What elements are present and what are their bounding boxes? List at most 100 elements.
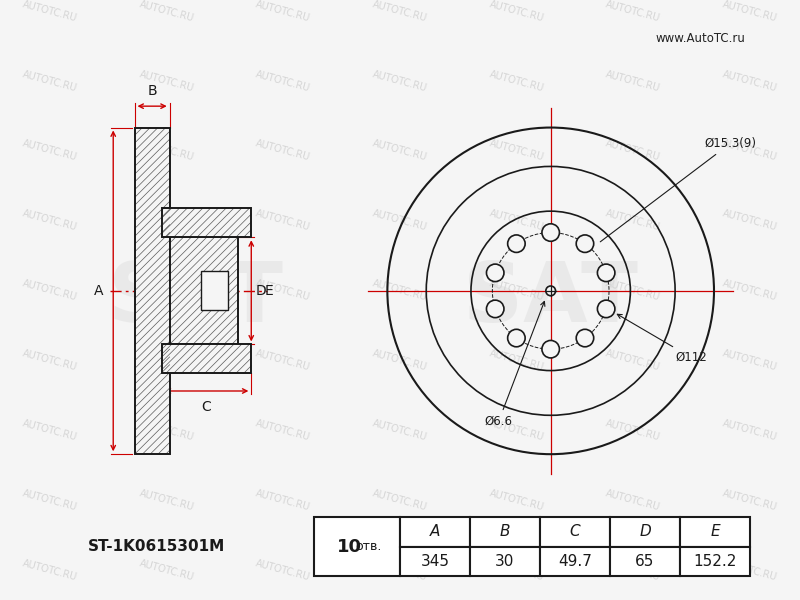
Bar [610,517,680,547]
Bar [170,238,238,344]
Text: D: D [255,284,266,298]
Text: AUTOTC.RU: AUTOTC.RU [722,139,778,163]
Circle shape [508,329,525,347]
Text: AUTOTC.RU: AUTOTC.RU [605,0,662,23]
Text: AUTOTC.RU: AUTOTC.RU [371,349,429,373]
Text: AUTOTC.RU: AUTOTC.RU [722,419,778,443]
Text: AUTOTC.RU: AUTOTC.RU [371,279,429,303]
Text: AUTOTC.RU: AUTOTC.RU [488,209,545,233]
Text: AUTOTC.RU: AUTOTC.RU [138,209,195,233]
Text: 152.2: 152.2 [694,554,737,569]
Text: AUTOTC.RU: AUTOTC.RU [605,139,662,163]
Text: AUTOTC.RU: AUTOTC.RU [722,209,778,233]
Text: Ø112: Ø112 [618,314,707,364]
Bar [610,547,680,575]
Text: 10: 10 [337,538,362,556]
Text: AUTOTC.RU: AUTOTC.RU [722,489,778,513]
Circle shape [486,264,504,281]
Text: C: C [570,524,580,539]
Text: AUTOTC.RU: AUTOTC.RU [605,349,662,373]
Circle shape [598,300,615,317]
Circle shape [598,264,615,281]
Text: AUTOTC.RU: AUTOTC.RU [722,69,778,93]
Text: AUTOTC.RU: AUTOTC.RU [488,0,545,23]
Text: AUTOTC.RU: AUTOTC.RU [138,139,195,163]
Text: AUTOTC.RU: AUTOTC.RU [255,139,312,163]
Text: AUTOTC.RU: AUTOTC.RU [488,559,545,583]
Text: D: D [639,524,651,539]
Text: AUTOTC.RU: AUTOTC.RU [605,69,662,93]
Text: AUTOTC.RU: AUTOTC.RU [488,69,545,93]
Text: AUTOTC.RU: AUTOTC.RU [488,349,545,373]
Text: AUTOTC.RU: AUTOTC.RU [22,419,78,443]
Text: AUTOTC.RU: AUTOTC.RU [371,489,429,513]
Text: E: E [710,524,720,539]
Bar [680,517,750,547]
Text: AUTOTC.RU: AUTOTC.RU [22,349,78,373]
Text: 30: 30 [495,554,514,569]
Text: AUTOTC.RU: AUTOTC.RU [488,419,545,443]
Text: AUTOTC.RU: AUTOTC.RU [22,559,78,583]
Text: AUTOTC.RU: AUTOTC.RU [255,0,312,23]
Bar [400,547,470,575]
Text: AUTOTC.RU: AUTOTC.RU [371,559,429,583]
Text: AUTOTC.RU: AUTOTC.RU [22,279,78,303]
Text: AUTOTC.RU: AUTOTC.RU [722,0,778,23]
Bar [400,517,470,547]
Text: AUTOTC.RU: AUTOTC.RU [22,69,78,93]
Text: AUTOTC.RU: AUTOTC.RU [255,209,312,233]
Text: AUTOTC.RU: AUTOTC.RU [138,0,195,23]
Circle shape [508,235,525,253]
Text: AUTOTC.RU: AUTOTC.RU [138,349,195,373]
Text: AUTOTC.RU: AUTOTC.RU [371,209,429,233]
Text: SAT: SAT [463,258,638,339]
Text: AUTOTC.RU: AUTOTC.RU [605,419,662,443]
Circle shape [576,329,594,347]
Bar [540,547,610,575]
Text: Ø6.6: Ø6.6 [485,301,545,428]
Text: AUTOTC.RU: AUTOTC.RU [22,489,78,513]
Text: AUTOTC.RU: AUTOTC.RU [22,0,78,23]
Text: A: A [430,524,440,539]
Text: AUTOTC.RU: AUTOTC.RU [371,0,429,23]
Text: SAT: SAT [108,258,283,339]
Text: www.AutoTC.ru: www.AutoTC.ru [655,32,745,44]
Text: AUTOTC.RU: AUTOTC.RU [605,489,662,513]
Text: Ø15.3(9): Ø15.3(9) [600,137,756,242]
Text: 49.7: 49.7 [558,554,592,569]
Text: AUTOTC.RU: AUTOTC.RU [488,139,545,163]
Text: AUTOTC.RU: AUTOTC.RU [138,559,195,583]
Bar [162,344,251,373]
Text: AUTOTC.RU: AUTOTC.RU [255,349,312,373]
Text: AUTOTC.RU: AUTOTC.RU [138,489,195,513]
Bar [134,128,170,454]
Text: AUTOTC.RU: AUTOTC.RU [605,279,662,303]
Text: AUTOTC.RU: AUTOTC.RU [488,489,545,513]
Text: 65: 65 [635,554,654,569]
Text: AUTOTC.RU: AUTOTC.RU [138,69,195,93]
Text: AUTOTC.RU: AUTOTC.RU [488,279,545,303]
Bar [201,271,228,310]
Text: AUTOTC.RU: AUTOTC.RU [371,419,429,443]
Text: ST-1K0615301M: ST-1K0615301M [88,539,226,554]
Text: AUTOTC.RU: AUTOTC.RU [255,559,312,583]
Text: AUTOTC.RU: AUTOTC.RU [255,419,312,443]
Text: B: B [500,524,510,539]
Text: C: C [202,400,211,414]
Circle shape [546,286,555,296]
Text: AUTOTC.RU: AUTOTC.RU [605,209,662,233]
Text: AUTOTC.RU: AUTOTC.RU [371,69,429,93]
Text: AUTOTC.RU: AUTOTC.RU [22,209,78,233]
Text: AUTOTC.RU: AUTOTC.RU [138,419,195,443]
Text: AUTOTC.RU: AUTOTC.RU [605,559,662,583]
Bar [162,208,251,238]
Circle shape [486,300,504,317]
Text: 345: 345 [421,554,450,569]
Text: E: E [265,284,274,298]
Text: AUTOTC.RU: AUTOTC.RU [255,279,312,303]
Text: AUTOTC.RU: AUTOTC.RU [255,489,312,513]
Text: AUTOTC.RU: AUTOTC.RU [22,139,78,163]
Text: B: B [147,85,157,98]
Text: AUTOTC.RU: AUTOTC.RU [255,69,312,93]
Text: AUTOTC.RU: AUTOTC.RU [371,139,429,163]
